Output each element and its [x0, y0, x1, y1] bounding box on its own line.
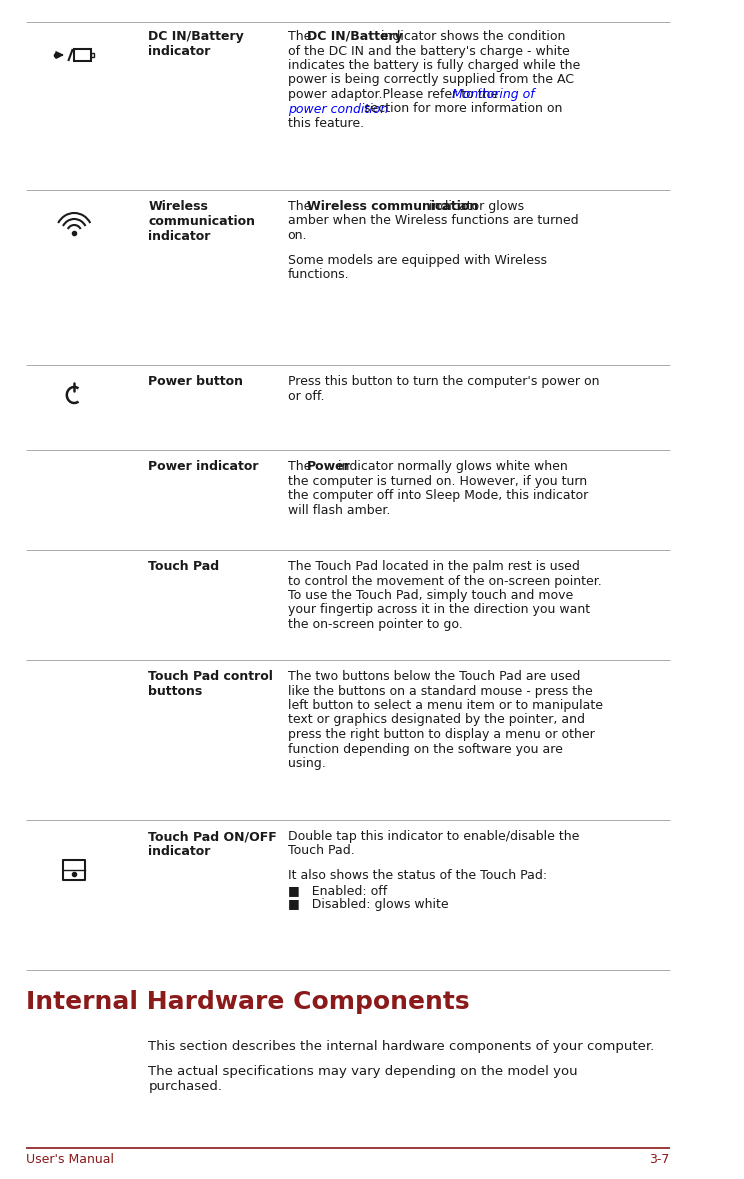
Text: left button to select a menu item or to manipulate: left button to select a menu item or to … — [288, 699, 603, 712]
Text: Power button: Power button — [149, 375, 243, 388]
Text: Touch Pad ON/OFF
indicator: Touch Pad ON/OFF indicator — [149, 830, 278, 858]
Text: Wireless communication: Wireless communication — [307, 200, 478, 213]
Text: To use the Touch Pad, simply touch and move: To use the Touch Pad, simply touch and m… — [288, 590, 573, 602]
Text: Internal Hardware Components: Internal Hardware Components — [26, 990, 469, 1014]
Text: to control the movement of the on-screen pointer.: to control the movement of the on-screen… — [288, 574, 601, 587]
Text: Touch Pad control
buttons: Touch Pad control buttons — [149, 670, 273, 698]
Text: DC IN/Battery
indicator: DC IN/Battery indicator — [149, 29, 244, 58]
Text: 3-7: 3-7 — [650, 1153, 670, 1166]
Text: power condition: power condition — [288, 103, 388, 116]
Bar — [63, 859, 86, 880]
Text: ■   Disabled: glows white: ■ Disabled: glows white — [288, 898, 449, 911]
Text: The actual specifications may vary depending on the model you
purchased.: The actual specifications may vary depen… — [149, 1065, 578, 1093]
Text: Touch Pad.: Touch Pad. — [288, 844, 354, 857]
Text: The: The — [288, 200, 315, 213]
Text: indicates the battery is fully charged while the: indicates the battery is fully charged w… — [288, 59, 580, 72]
Text: User's Manual: User's Manual — [26, 1153, 114, 1166]
Text: press the right button to display a menu or other: press the right button to display a menu… — [288, 727, 594, 740]
Text: Touch Pad: Touch Pad — [149, 560, 219, 573]
Text: Monitoring of: Monitoring of — [452, 88, 534, 101]
Text: DC IN/Battery: DC IN/Battery — [307, 29, 403, 42]
Text: will flash amber.: will flash amber. — [288, 503, 390, 516]
Text: amber when the Wireless functions are turned: amber when the Wireless functions are tu… — [288, 215, 578, 228]
Text: Power: Power — [307, 460, 350, 473]
Text: functions.: functions. — [288, 268, 349, 281]
Text: Double tap this indicator to enable/disable the: Double tap this indicator to enable/disa… — [288, 830, 579, 843]
Text: the computer is turned on. However, if you turn: the computer is turned on. However, if y… — [288, 474, 587, 487]
Text: indicator normally glows white when: indicator normally glows white when — [334, 460, 568, 473]
Text: power is being correctly supplied from the AC: power is being correctly supplied from t… — [288, 73, 574, 86]
Text: Some models are equipped with Wireless: Some models are equipped with Wireless — [288, 253, 547, 266]
Text: indicator glows: indicator glows — [426, 200, 525, 213]
Text: The: The — [288, 460, 315, 473]
Text: function depending on the software you are: function depending on the software you a… — [288, 743, 562, 756]
Bar — [91, 53, 94, 57]
Text: using.: using. — [288, 757, 325, 770]
Text: Power indicator: Power indicator — [149, 460, 259, 473]
Text: text or graphics designated by the pointer, and: text or graphics designated by the point… — [288, 713, 585, 726]
Text: or off.: or off. — [288, 389, 324, 402]
Text: the computer off into Sleep Mode, this indicator: the computer off into Sleep Mode, this i… — [288, 489, 588, 502]
Text: This section describes the internal hardware components of your computer.: This section describes the internal hard… — [149, 1040, 655, 1053]
Text: ■   Enabled: off: ■ Enabled: off — [288, 883, 387, 897]
Text: indicator shows the condition: indicator shows the condition — [377, 29, 565, 42]
Text: The Touch Pad located in the palm rest is used: The Touch Pad located in the palm rest i… — [288, 560, 580, 573]
Text: like the buttons on a standard mouse - press the: like the buttons on a standard mouse - p… — [288, 685, 592, 698]
Text: Wireless
communication
indicator: Wireless communication indicator — [149, 200, 255, 243]
Text: The two buttons below the Touch Pad are used: The two buttons below the Touch Pad are … — [288, 670, 580, 683]
Text: on.: on. — [288, 229, 307, 242]
Text: Press this button to turn the computer's power on: Press this button to turn the computer's… — [288, 375, 599, 388]
Text: your fingertip across it in the direction you want: your fingertip across it in the directio… — [288, 604, 590, 617]
Text: The: The — [288, 29, 315, 42]
Bar — [74, 50, 91, 61]
Text: It also shows the status of the Touch Pad:: It also shows the status of the Touch Pa… — [288, 869, 547, 882]
Text: this feature.: this feature. — [288, 117, 364, 130]
Text: power adaptor.Please refer to the: power adaptor.Please refer to the — [288, 88, 502, 101]
Text: the on-screen pointer to go.: the on-screen pointer to go. — [288, 618, 462, 631]
Text: section for more information on: section for more information on — [360, 103, 562, 116]
Text: of the DC IN and the battery's charge - white: of the DC IN and the battery's charge - … — [288, 45, 569, 58]
